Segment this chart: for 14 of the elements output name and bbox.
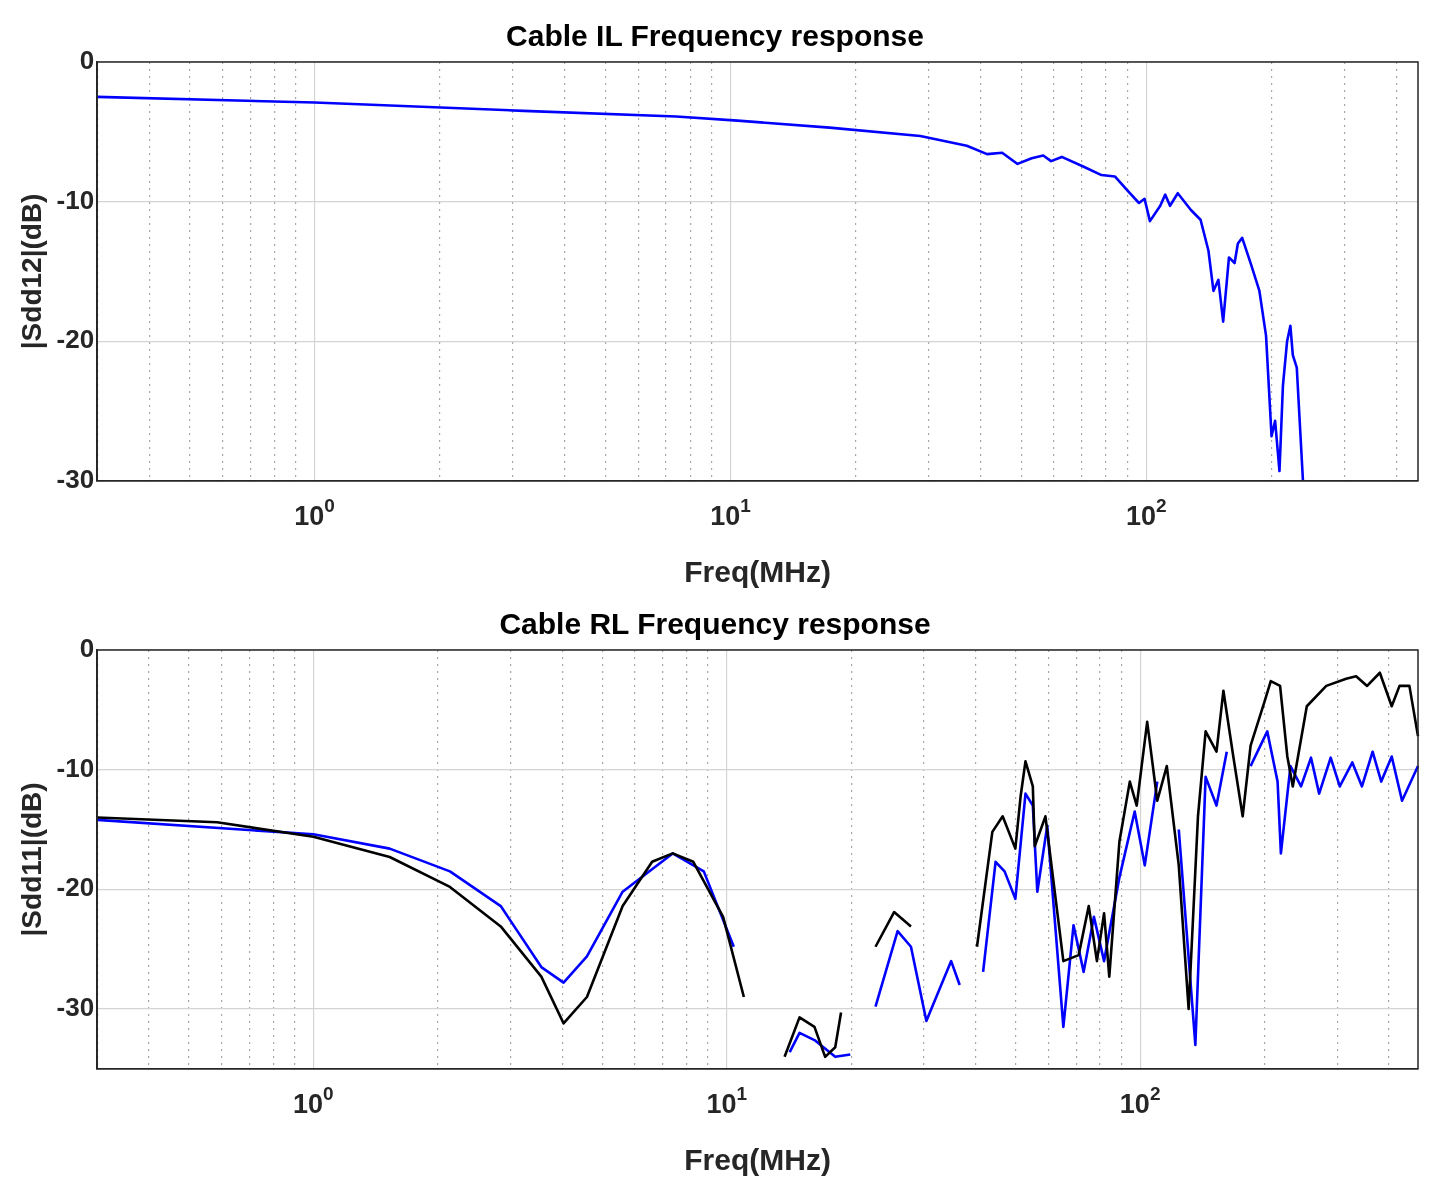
y-axis-title: |Sdd11|(dB)	[15, 782, 47, 937]
x-axis-title: Freq(MHz)	[684, 555, 831, 589]
y-tick-label: -20	[56, 872, 95, 903]
y-tick-label: -20	[56, 324, 95, 355]
y-tick-label: -30	[56, 463, 95, 494]
chart-title: Cable RL Frequency response	[499, 607, 931, 641]
y-axis-title: |Sdd12|(dB)	[15, 193, 47, 350]
y-tick-label: -10	[56, 752, 95, 783]
y-tick-label: 0	[79, 633, 95, 664]
y-tick-label: -10	[56, 184, 95, 215]
y-tick-label: -30	[56, 992, 95, 1023]
x-axis-title: Freq(MHz)	[684, 1143, 831, 1177]
chart-title: Cable IL Frequency response	[506, 19, 924, 53]
y-tick-label: 0	[79, 45, 95, 76]
